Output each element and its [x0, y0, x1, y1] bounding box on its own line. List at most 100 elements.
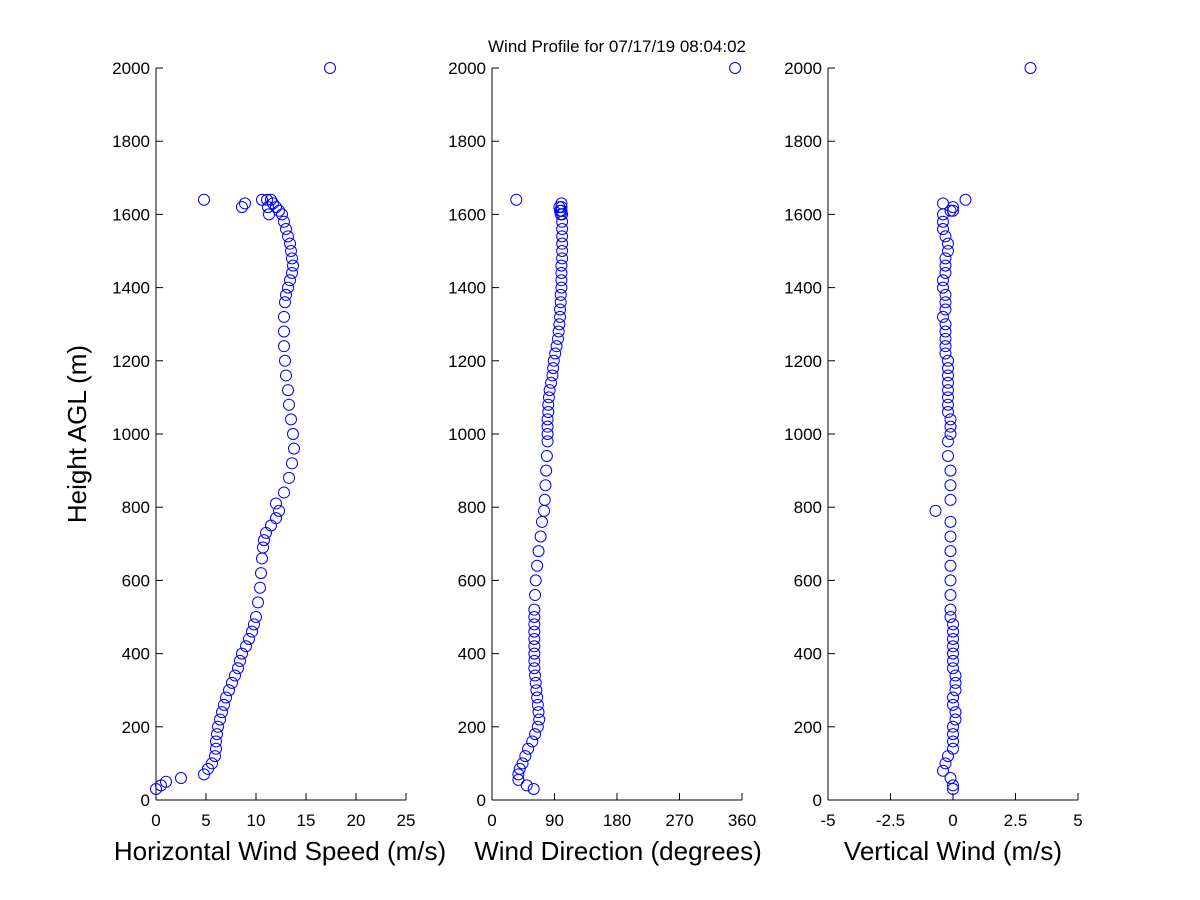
data-point-vertical-wind [939, 318, 952, 331]
data-point-horizontal-wind-speed [287, 259, 299, 272]
x-tick-label-wind-direction: 180 [603, 811, 631, 830]
data-point-horizontal-wind-speed [209, 750, 221, 763]
data-point-wind-direction [540, 464, 553, 477]
data-point-wind-direction [513, 762, 526, 775]
data-point-horizontal-wind-speed [263, 208, 275, 221]
data-point-horizontal-wind-speed [286, 266, 298, 279]
data-point-wind-direction [554, 310, 567, 323]
data-point-vertical-wind [947, 204, 959, 217]
x-axis-label-wind-direction: Wind Direction (degrees) [474, 836, 762, 866]
data-point-horizontal-wind-speed [226, 676, 238, 689]
data-point-wind-direction [556, 230, 569, 243]
data-point-wind-direction [538, 493, 551, 506]
data-point-wind-direction [551, 332, 564, 345]
data-point-wind-direction [531, 698, 544, 711]
y-tick-label-vertical-wind: 1800 [784, 132, 822, 151]
y-tick-label-horizontal-wind-speed: 1800 [112, 132, 150, 151]
x-tick-label-horizontal-wind-speed: 5 [201, 811, 210, 830]
data-point-vertical-wind [944, 545, 957, 558]
data-point-vertical-wind [944, 574, 957, 587]
y-tick-label-wind-direction: 400 [458, 645, 486, 664]
data-point-wind-direction [542, 406, 555, 419]
data-point-wind-direction [528, 611, 541, 623]
data-point-vertical-wind [947, 698, 959, 711]
data-point-vertical-wind [949, 706, 962, 719]
data-point-horizontal-wind-speed [276, 208, 288, 221]
data-point-vertical-wind [947, 720, 959, 733]
data-point-vertical-wind [944, 204, 957, 217]
data-point-vertical-wind [942, 237, 954, 250]
data-point-horizontal-wind-speed [175, 772, 187, 785]
data-point-wind-direction [541, 428, 554, 440]
data-point-wind-direction [547, 362, 560, 375]
data-point-vertical-wind [937, 215, 949, 228]
y-tick-label-vertical-wind: 2000 [784, 59, 822, 78]
data-point-vertical-wind [947, 779, 959, 792]
data-point-wind-direction [556, 252, 569, 265]
data-point-horizontal-wind-speed [283, 471, 295, 484]
data-point-vertical-wind [949, 684, 962, 697]
data-point-vertical-wind [947, 618, 959, 631]
data-point-wind-direction [528, 632, 541, 645]
data-point-wind-direction [519, 750, 532, 763]
y-tick-label-wind-direction: 1800 [448, 132, 486, 151]
data-point-wind-direction [528, 618, 541, 631]
data-point-vertical-wind [937, 281, 949, 294]
data-point-horizontal-wind-speed [256, 193, 268, 206]
data-point-wind-direction [542, 398, 555, 411]
data-point-wind-direction [554, 296, 567, 309]
data-point-wind-direction [541, 435, 554, 448]
y-tick-label-horizontal-wind-speed: 0 [141, 791, 150, 810]
data-point-horizontal-wind-speed [218, 698, 230, 711]
data-point-wind-direction [512, 768, 525, 781]
x-tick-label-wind-direction: 360 [728, 811, 756, 830]
data-point-vertical-wind [942, 398, 954, 411]
data-point-wind-direction [554, 303, 567, 316]
data-point-vertical-wind [942, 354, 954, 367]
y-tick-label-horizontal-wind-speed: 2000 [112, 59, 150, 78]
data-point-vertical-wind [942, 449, 954, 462]
data-point-horizontal-wind-speed [258, 534, 270, 547]
data-point-horizontal-wind-speed [211, 728, 223, 741]
data-point-vertical-wind [939, 259, 952, 272]
data-point-horizontal-wind-speed [270, 512, 282, 525]
data-point-horizontal-wind-speed [252, 596, 264, 609]
data-point-horizontal-wind-speed [229, 669, 241, 682]
y-tick-label-horizontal-wind-speed: 1200 [112, 352, 150, 371]
data-point-vertical-wind [947, 735, 959, 748]
data-point-horizontal-wind-speed [285, 245, 297, 257]
x-axis-label-vertical-wind: Vertical Wind (m/s) [844, 836, 1062, 866]
data-point-horizontal-wind-speed [283, 398, 295, 411]
data-point-horizontal-wind-speed [278, 486, 290, 499]
data-point-horizontal-wind-speed [280, 223, 292, 236]
data-point-horizontal-wind-speed [278, 310, 290, 323]
data-point-vertical-wind [942, 376, 954, 389]
data-point-horizontal-wind-speed [250, 611, 262, 623]
y-tick-label-horizontal-wind-speed: 400 [122, 645, 150, 664]
data-point-wind-direction [556, 245, 569, 257]
data-point-wind-direction [528, 654, 541, 667]
data-point-wind-direction [729, 62, 742, 74]
figure-title: Wind Profile for 07/17/19 08:04:02 [488, 37, 746, 56]
data-point-vertical-wind [942, 369, 954, 382]
data-point-vertical-wind [939, 332, 952, 345]
data-point-horizontal-wind-speed [216, 706, 228, 719]
data-point-horizontal-wind-speed [255, 567, 267, 580]
data-point-vertical-wind [944, 772, 957, 785]
data-point-horizontal-wind-speed [248, 618, 260, 631]
data-point-wind-direction [529, 589, 542, 602]
data-point-wind-direction [556, 223, 569, 236]
data-point-vertical-wind [942, 245, 954, 257]
data-point-vertical-wind [944, 479, 957, 492]
data-point-wind-direction [534, 530, 547, 543]
data-point-horizontal-wind-speed [280, 369, 292, 382]
data-point-horizontal-wind-speed [279, 354, 291, 367]
data-point-vertical-wind [939, 347, 952, 360]
x-tick-label-vertical-wind: -5 [820, 811, 835, 830]
data-point-vertical-wind [942, 362, 954, 375]
data-point-vertical-wind [939, 340, 952, 353]
data-point-wind-direction [528, 603, 541, 616]
data-point-wind-direction [529, 728, 542, 741]
data-point-vertical-wind [939, 303, 952, 316]
y-tick-label-wind-direction: 0 [477, 791, 486, 810]
